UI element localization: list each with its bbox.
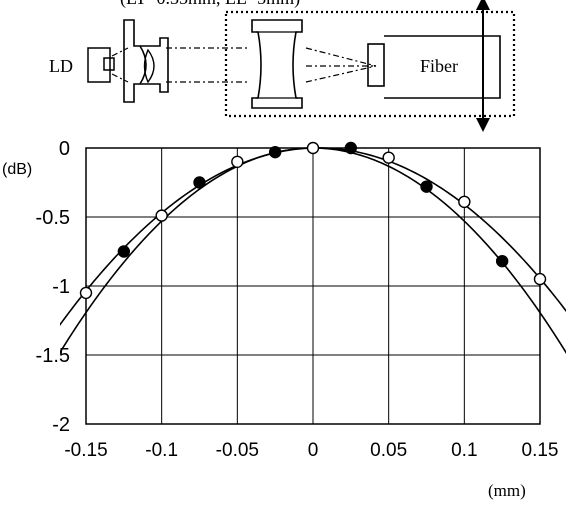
ld-label: LD: [49, 56, 73, 76]
y-tick-label: -2: [52, 414, 70, 436]
arrow-up-icon: [476, 0, 490, 10]
collimated-beam: [111, 47, 377, 83]
data-points: [79, 141, 547, 300]
x-tick-label: -0.05: [216, 440, 259, 461]
data-point-filled: [193, 176, 206, 189]
ld-lens-mount-icon: [140, 37, 169, 93]
x-axis-label: (mm): [488, 481, 526, 500]
ld-lens-holder-icon: [123, 19, 147, 103]
fiber-body-icon: [384, 35, 501, 99]
ld-ball-lens-icon: [143, 48, 155, 84]
ld-chip-icon: [103, 57, 115, 71]
data-point-open: [231, 155, 244, 169]
data-point-open: [155, 209, 168, 222]
y-tick-label: -1: [52, 276, 70, 298]
x-tick-label: 0.05: [370, 440, 407, 461]
data-point-filled: [268, 145, 282, 159]
movable-assembly-box: [224, 10, 516, 118]
y-axis-label: (dB): [2, 161, 32, 178]
y-tick-labels: 0 -0.5 -1 -1.5 -2: [36, 138, 70, 436]
x-tick-label: 0.15: [522, 440, 559, 461]
x-tick-label: -0.1: [145, 440, 178, 461]
arrow-down-icon: [476, 118, 490, 132]
coupling-loss-chart: -0.15 -0.1 -0.05 0 0.05 0.1 0.15 0 -0.5 -1 -1.5 -2…: [2, 138, 566, 500]
fit-curves: [60, 147, 566, 354]
data-point-open: [458, 195, 471, 209]
fit-curve-1: [60, 147, 566, 326]
x-tick-labels: -0.15 -0.1 -0.05 0 0.05 0.1 0.15: [64, 440, 558, 461]
data-point-filled: [117, 245, 131, 258]
data-point-open: [382, 151, 395, 164]
optical-coupling-diagram: (LT=0.35mm, LL=5mm) LD Fiber: [49, 0, 516, 132]
data-point-filled: [420, 180, 433, 193]
fiber-ferrule-icon: [367, 43, 385, 87]
data-point-filled: [495, 254, 509, 268]
y-tick-label: -0.5: [36, 207, 70, 229]
x-tick-label: 0: [308, 440, 319, 461]
x-tick-label: 0.1: [451, 440, 477, 461]
fiber-lens-icon: [251, 19, 303, 109]
chart-grid: [85, 147, 541, 425]
diagram-params-label: (LT=0.35mm, LL=5mm): [120, 0, 300, 9]
data-point-filled: [344, 141, 358, 155]
data-point-open: [533, 272, 547, 286]
y-tick-label: -1.5: [36, 345, 70, 367]
x-tick-label: -0.15: [64, 440, 107, 461]
ld-package-icon: [87, 47, 111, 83]
data-point-open: [79, 286, 93, 300]
fiber-label: Fiber: [420, 56, 458, 76]
fit-curve-0: [60, 147, 566, 354]
data-point-open: [306, 141, 320, 155]
y-tick-label: 0: [59, 138, 70, 160]
